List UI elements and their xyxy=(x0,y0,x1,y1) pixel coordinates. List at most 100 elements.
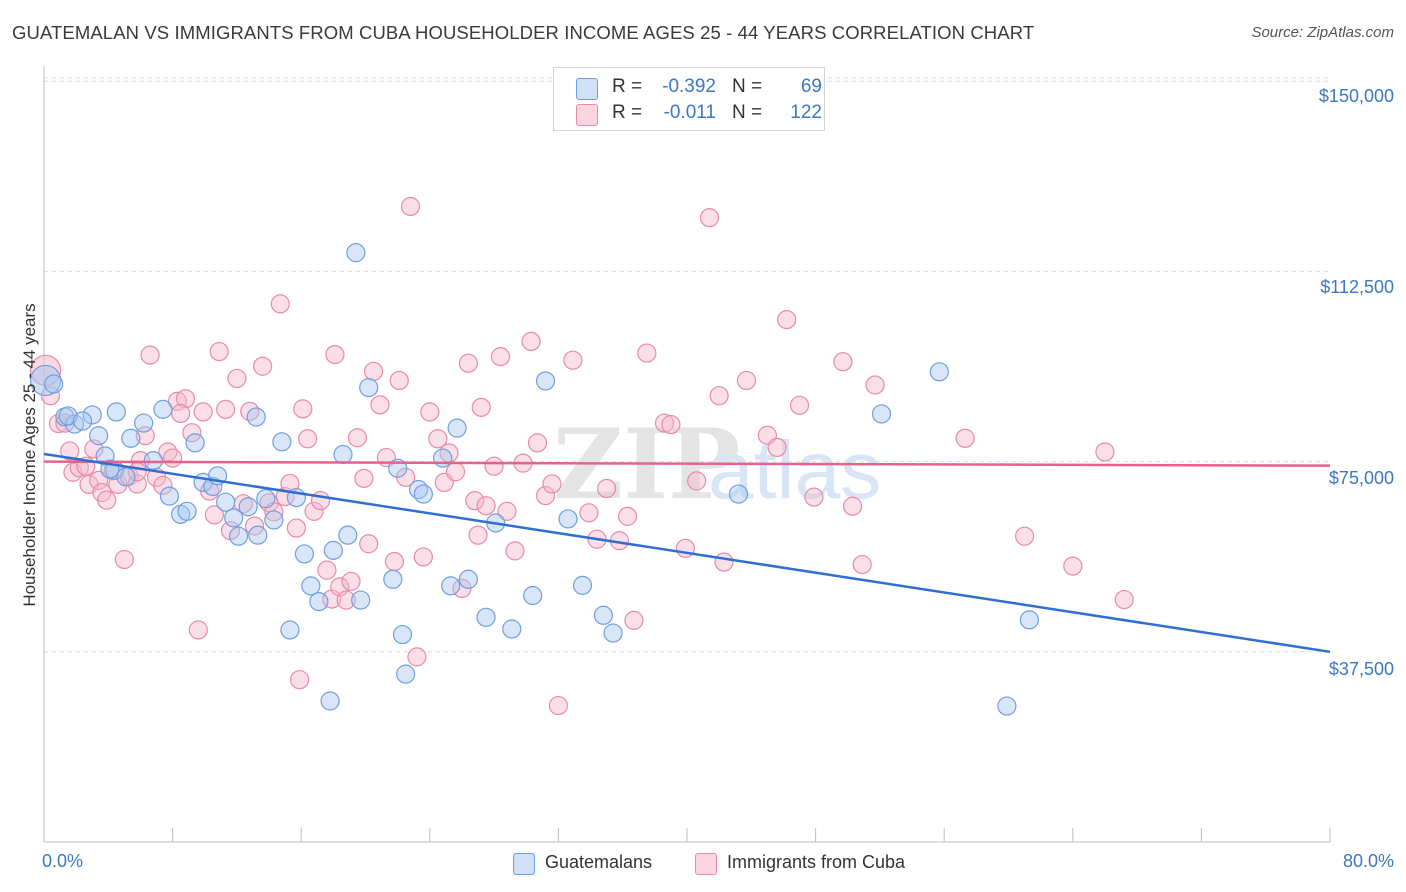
data-point xyxy=(209,341,229,362)
legend-swatch-blue xyxy=(576,78,598,100)
data-point xyxy=(253,356,273,376)
data-point xyxy=(484,456,504,476)
data-point xyxy=(177,501,197,521)
data-point xyxy=(389,370,409,391)
data-point xyxy=(865,375,885,395)
watermark-atlas: atlas xyxy=(708,425,881,516)
trend-line-cuba xyxy=(43,460,1331,467)
source-label: Source: ZipAtlas.com xyxy=(1251,24,1394,41)
data-point xyxy=(548,695,569,716)
data-point xyxy=(341,571,361,591)
n-value: 69 xyxy=(800,76,822,97)
data-point xyxy=(106,402,126,422)
data-point xyxy=(359,534,379,554)
data-point xyxy=(270,294,290,314)
n-label: N = xyxy=(732,76,763,97)
data-point xyxy=(354,468,374,488)
data-point xyxy=(188,620,208,640)
data-point xyxy=(392,624,413,645)
data-point xyxy=(347,428,368,448)
data-point xyxy=(407,647,427,667)
legend-swatch-pink xyxy=(695,853,717,875)
data-point xyxy=(163,448,183,468)
y-axis-label: Householder Income Ages 25 - 44 years xyxy=(20,303,39,607)
r-label: R = xyxy=(612,76,643,97)
data-point xyxy=(309,591,329,612)
data-point xyxy=(134,413,154,433)
data-point xyxy=(441,576,461,596)
data-point xyxy=(497,501,517,521)
data-point xyxy=(852,554,872,575)
y-tick-label-150000: $150,000 xyxy=(1318,86,1394,106)
series-guatemalans xyxy=(30,243,1039,716)
data-point xyxy=(227,368,247,389)
data-point xyxy=(370,395,390,415)
data-point xyxy=(420,402,440,422)
data-point xyxy=(871,404,892,424)
data-point xyxy=(384,551,405,572)
data-point xyxy=(336,590,356,610)
data-point xyxy=(558,509,578,529)
data-point xyxy=(603,623,623,643)
data-point xyxy=(175,389,196,409)
data-point xyxy=(116,467,136,487)
data-point xyxy=(228,526,249,546)
data-point xyxy=(637,343,657,363)
data-point xyxy=(304,501,324,521)
data-point xyxy=(476,496,496,516)
data-point xyxy=(535,371,556,391)
data-point xyxy=(72,411,93,431)
legend-swatch-blue xyxy=(513,853,535,875)
y-tick-label-75000: $75,000 xyxy=(1328,468,1394,488)
data-point xyxy=(346,243,366,263)
data-point xyxy=(699,208,720,228)
n-value: 122 xyxy=(790,102,822,123)
data-point xyxy=(505,541,525,561)
data-point xyxy=(709,386,729,406)
data-point xyxy=(842,496,863,516)
data-point xyxy=(413,484,433,504)
data-point xyxy=(193,402,213,422)
y-tick-label-112500: $112,500 xyxy=(1320,277,1394,297)
data-point xyxy=(433,448,453,468)
data-point xyxy=(325,344,345,365)
data-point xyxy=(153,475,173,496)
data-point xyxy=(203,476,223,497)
data-point xyxy=(624,610,644,630)
data-point xyxy=(833,352,853,372)
correlation-legend: R = -0.392 N = 69 R = -0.011 N = 122 xyxy=(553,67,825,131)
data-point xyxy=(396,664,416,684)
data-point xyxy=(458,569,478,589)
data-point xyxy=(272,432,292,452)
data-point xyxy=(523,585,543,606)
legend-swatch-pink xyxy=(576,104,598,126)
trend-lines xyxy=(43,452,1331,654)
data-point xyxy=(238,497,258,517)
x-tick-label-min: 0.0% xyxy=(42,851,84,871)
data-point xyxy=(171,403,191,424)
data-point xyxy=(82,405,102,425)
data-point xyxy=(458,353,478,373)
data-point xyxy=(264,510,284,530)
data-point xyxy=(579,503,599,523)
data-point xyxy=(476,607,496,627)
chart-title: GUATEMALAN VS IMMIGRANTS FROM CUBA HOUSE… xyxy=(12,22,1035,43)
data-point xyxy=(563,350,583,370)
data-point xyxy=(289,670,310,690)
data-point xyxy=(323,540,343,560)
y-tick-label-37500: $37,500 xyxy=(1328,659,1394,679)
data-point xyxy=(159,486,179,506)
x-tick-label-max: 80.0% xyxy=(1342,851,1394,871)
data-point xyxy=(351,590,371,610)
data-point xyxy=(804,487,824,507)
data-point xyxy=(1019,610,1039,630)
data-point xyxy=(294,544,315,564)
data-point xyxy=(593,605,614,625)
data-point xyxy=(929,362,949,382)
data-point xyxy=(736,370,757,391)
r-value: -0.011 xyxy=(663,102,716,123)
data-point xyxy=(363,361,384,381)
data-point xyxy=(661,414,681,435)
data-point xyxy=(293,399,313,419)
